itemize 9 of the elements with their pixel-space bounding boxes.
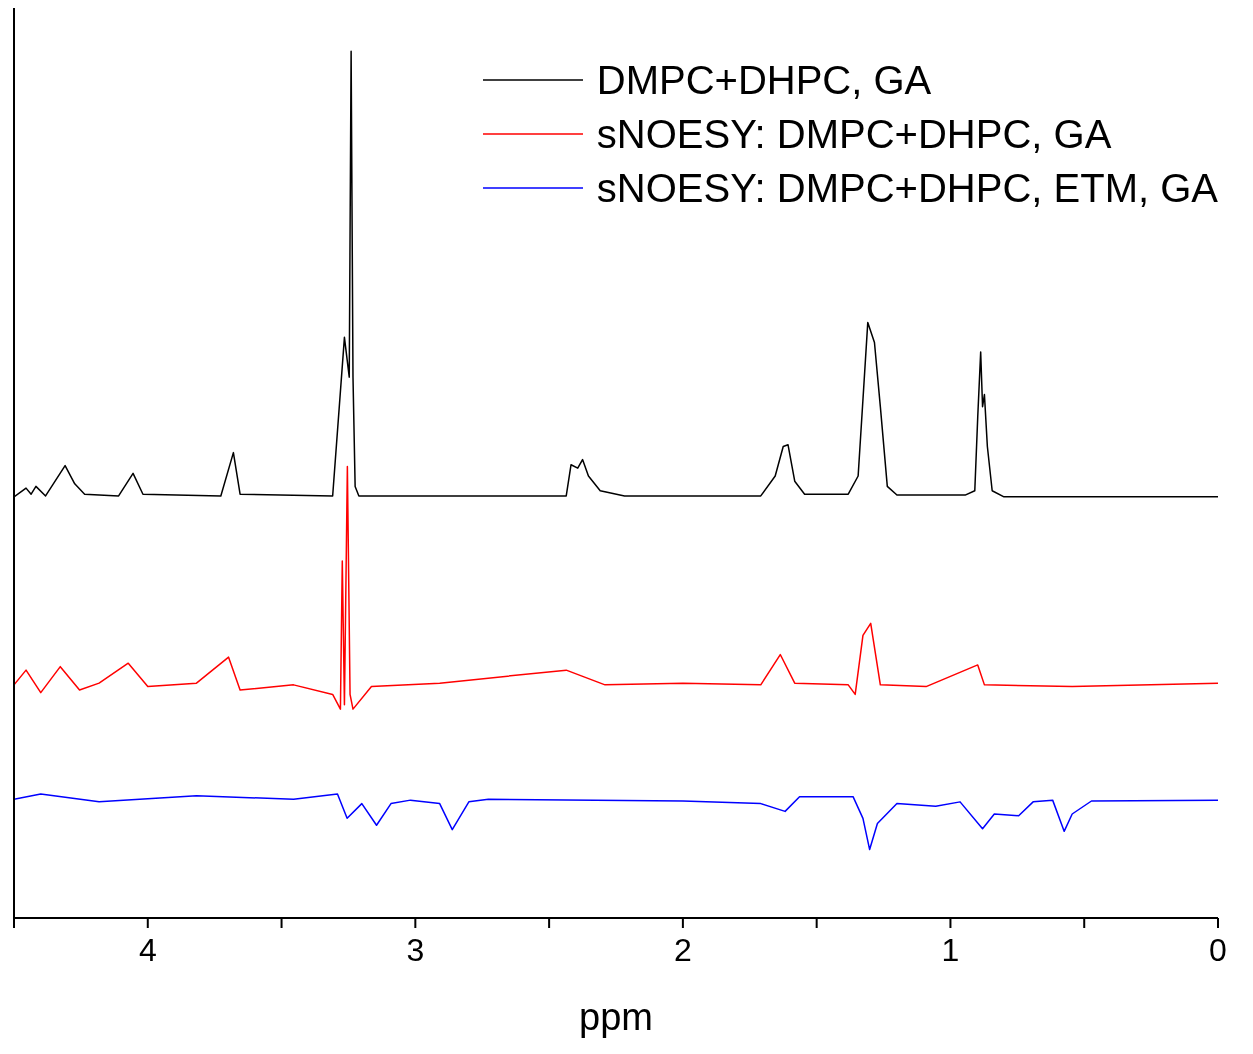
x-tick-label: 1	[941, 931, 960, 968]
x-tick-label: 4	[138, 931, 157, 968]
x-tick-label: 3	[406, 931, 425, 968]
x-axis-title: ppm	[579, 996, 653, 1038]
legend-label: sNOESY: DMPC+DHPC, ETM, GA	[596, 165, 1218, 212]
legend-label: DMPC+DHPC, GA	[596, 57, 932, 104]
legend-label: sNOESY: DMPC+DHPC, GA	[596, 111, 1112, 158]
x-tick-label: 2	[673, 931, 692, 968]
x-tick-label: 0	[1209, 931, 1227, 968]
